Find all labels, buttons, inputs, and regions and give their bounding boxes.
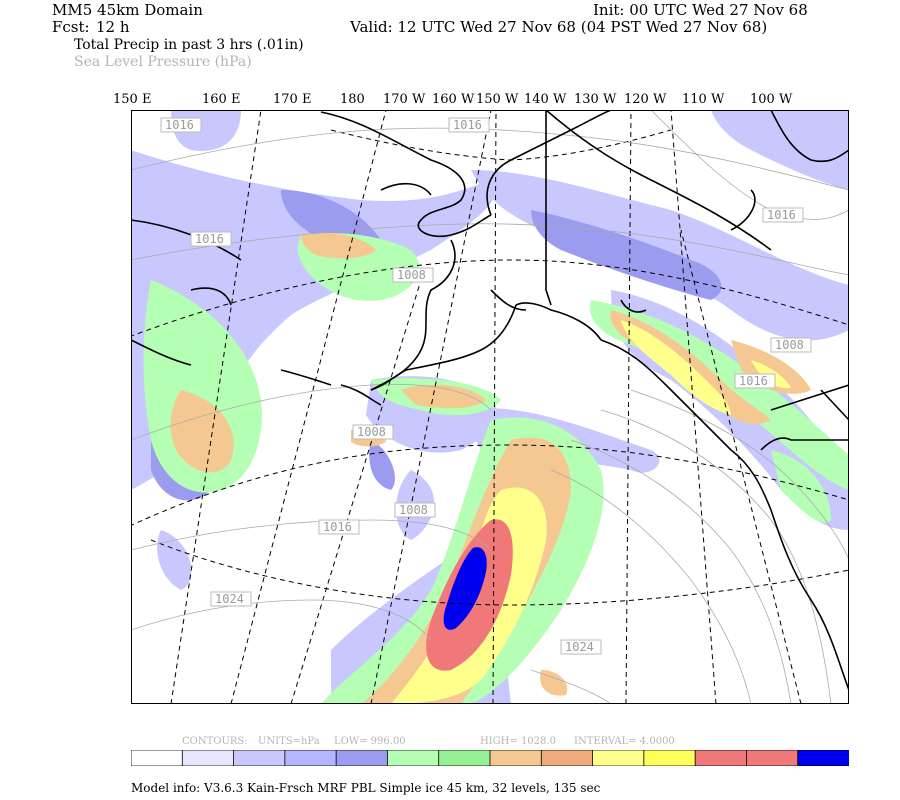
lon-label: 150 W <box>476 92 519 107</box>
colorbar-bin <box>540 750 594 766</box>
isobar-label: 1024 <box>565 640 594 654</box>
lon-label: 120 W <box>624 92 667 107</box>
colorbar-bin <box>797 750 849 766</box>
latlon-grid <box>131 110 849 704</box>
contour-low: LOW= 996.00 <box>334 736 406 747</box>
lon-label: 160 E <box>202 92 241 107</box>
precip-colorbar <box>131 750 849 766</box>
contour-units: UNITS=hPa <box>258 736 320 747</box>
isobar-label: 1016 <box>453 118 482 132</box>
isobar-labels: 1016 1016 1016 1016 1008 1008 1016 1008 … <box>160 117 812 655</box>
lon-label: 130 W <box>574 92 617 107</box>
colorbar-bin <box>489 750 543 766</box>
colorbar-bin <box>233 750 286 766</box>
isobar-label: 1016 <box>323 520 352 534</box>
precip-map: 1016 1016 1016 1016 1008 1008 1016 1008 … <box>131 110 849 704</box>
model-info: Model info: V3.6.3 Kain-Frsch MRF PBL Si… <box>131 781 601 795</box>
colorbar-bin <box>643 750 697 766</box>
field-title-slp: Sea Level Pressure (hPa) <box>74 54 252 70</box>
lon-label: 160 W <box>432 92 475 107</box>
forecast-label: Fcst: <box>52 18 90 36</box>
colorbar-bin <box>181 750 235 766</box>
forecast-hour: 12 h <box>96 18 130 36</box>
lon-label: 100 W <box>750 92 793 107</box>
colorbar-bin <box>694 750 748 766</box>
contour-high: HIGH= 1028.0 <box>480 736 556 747</box>
precip-peak <box>443 547 487 630</box>
lon-label: 170 E <box>273 92 312 107</box>
lon-label: 170 W <box>383 92 426 107</box>
coastlines <box>131 110 849 691</box>
domain-title: MM5 45km Domain <box>52 1 203 19</box>
colorbar-bin <box>284 750 338 766</box>
lon-label: 110 W <box>682 92 725 107</box>
isobar-label: 1024 <box>215 592 244 606</box>
isobar-label: 1008 <box>357 425 386 439</box>
contour-interval: INTERVAL= 4.0000 <box>574 736 675 747</box>
field-title-precip: Total Precip in past 3 hrs (.01in) <box>74 37 304 53</box>
colorbar-bin <box>335 750 389 766</box>
colorbar-bin <box>592 750 645 766</box>
isobar-label: 1008 <box>397 268 426 282</box>
contour-label: CONTOURS: <box>182 736 248 747</box>
isobar-label: 1008 <box>775 338 804 352</box>
lon-label: 180 <box>340 92 365 107</box>
isobar-label: 1016 <box>767 208 796 222</box>
init-time: Init: 00 UTC Wed 27 Nov 68 <box>593 1 808 19</box>
lon-label: 150 E <box>113 92 152 107</box>
isobars <box>131 110 849 704</box>
valid-time: Valid: 12 UTC Wed 27 Nov 68 (04 PST Wed … <box>350 18 768 36</box>
map-frame <box>131 110 849 704</box>
isobar-label: 1016 <box>739 374 768 388</box>
isobar-label: 1008 <box>399 503 428 517</box>
colorbar-bin <box>438 750 491 766</box>
colorbar-bin <box>387 750 440 766</box>
colorbar-bin <box>131 750 184 766</box>
lon-label: 140 W <box>524 92 567 107</box>
colorbar-bin <box>746 750 799 766</box>
isobar-label: 1016 <box>165 118 194 132</box>
isobar-label: 1016 <box>195 232 224 246</box>
